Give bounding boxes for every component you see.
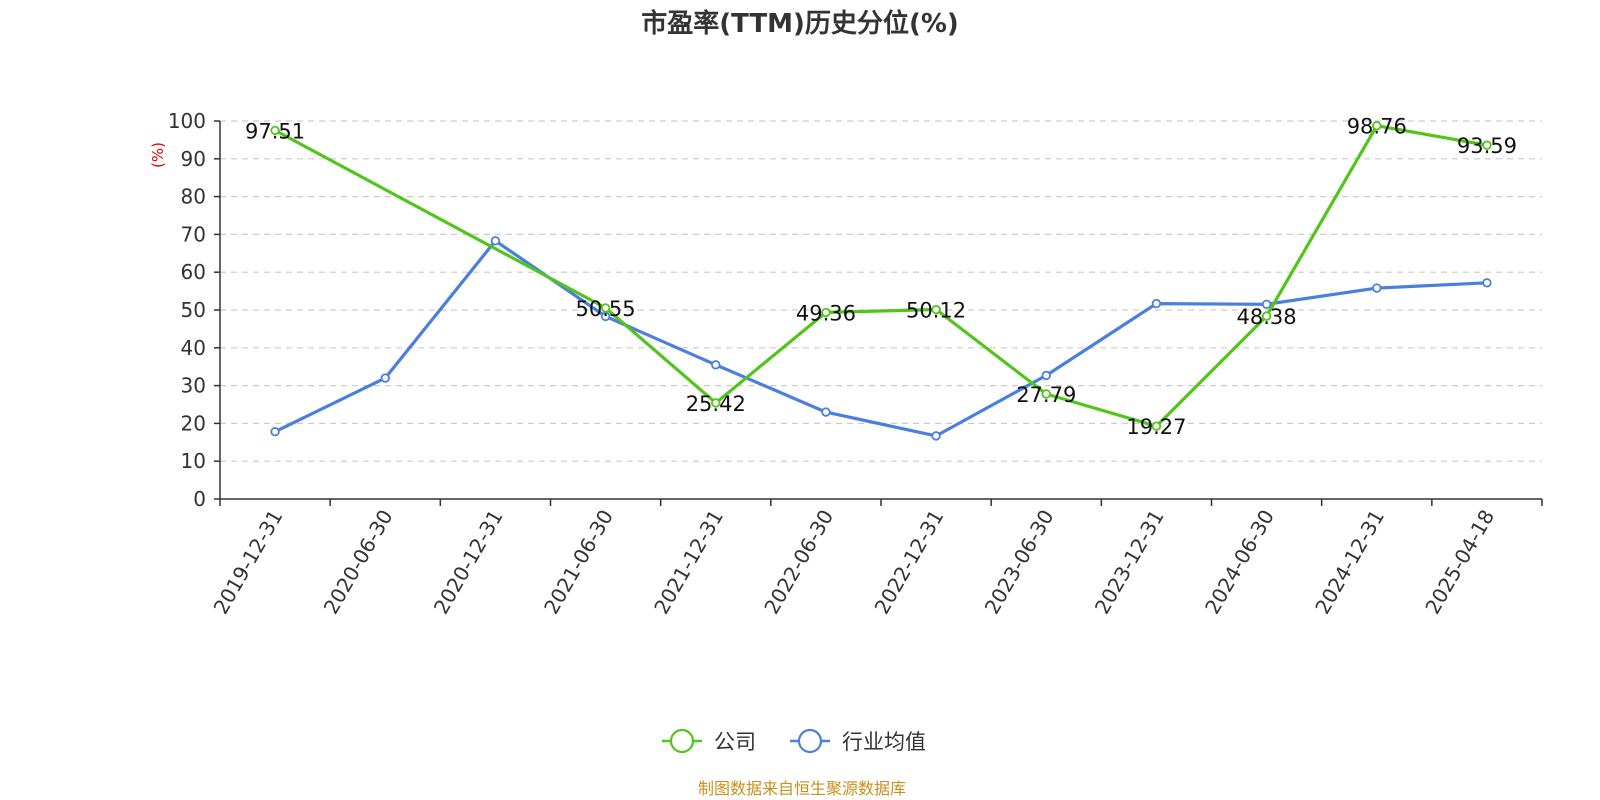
legend-label: 公司 bbox=[714, 730, 756, 754]
data-point bbox=[1261, 311, 1272, 321]
y-tick-label: 90 bbox=[181, 147, 206, 171]
data-point bbox=[931, 431, 941, 441]
x-tick-label: 2020-12-31 bbox=[429, 505, 508, 618]
data-label: 48.38 bbox=[1237, 305, 1297, 329]
x-tick-label: 2022-06-30 bbox=[759, 506, 838, 619]
data-point bbox=[600, 303, 611, 313]
data-label: 27.79 bbox=[1016, 383, 1076, 407]
data-label: 98.76 bbox=[1347, 115, 1407, 139]
grid-lines bbox=[220, 120, 1542, 462]
data-point bbox=[711, 398, 721, 408]
data-label: 50.12 bbox=[906, 299, 966, 323]
y-tick-label: 80 bbox=[181, 185, 206, 209]
x-tick-label: 2019-12-31 bbox=[209, 506, 288, 619]
x-tick-label: 2025-04-18 bbox=[1420, 506, 1499, 619]
data-point bbox=[1261, 299, 1272, 310]
data-label: 50.55 bbox=[576, 297, 636, 321]
data-point bbox=[821, 407, 831, 417]
data-point bbox=[1151, 421, 1162, 431]
x-tick-label: 2021-12-31 bbox=[649, 506, 728, 619]
data-point bbox=[380, 373, 390, 383]
data-point bbox=[1151, 298, 1162, 309]
chart-title: 市盈率(TTM)历史分位(%) bbox=[641, 8, 959, 39]
x-tick-label: 2023-06-30 bbox=[980, 506, 1059, 619]
data-point bbox=[931, 304, 941, 315]
x-tick-label: 2024-12-31 bbox=[1310, 506, 1389, 619]
data-label: 97.51 bbox=[245, 119, 305, 143]
data-label: 49.36 bbox=[796, 301, 856, 325]
y-tick-label: 20 bbox=[181, 411, 206, 435]
y-tick-label: 0 bbox=[193, 487, 206, 511]
x-tick-label: 2024-06-30 bbox=[1200, 506, 1279, 619]
source-note: 制图数据来自恒生聚源数据库 bbox=[698, 779, 906, 798]
y-axis-label: (%) bbox=[149, 142, 167, 168]
legend: 公司 行业均值 bbox=[662, 728, 926, 754]
y-tick-label: 100 bbox=[168, 109, 206, 133]
y-tick-labels: 0 10 20 30 40 50 60 70 80 90 100 bbox=[168, 109, 206, 511]
x-tick-labels: 2019-12-31 2020-06-30 2020-12-31 2021-06-30… bbox=[209, 505, 1500, 618]
x-tick-label: 2022-12-31 bbox=[870, 505, 949, 618]
series-line-1 bbox=[274, 239, 1487, 438]
x-tick-label: 2021-06-30 bbox=[539, 506, 618, 619]
y-tick-label: 40 bbox=[181, 336, 206, 360]
data-point bbox=[270, 427, 280, 437]
data-point bbox=[1482, 140, 1492, 150]
legend-marker bbox=[797, 728, 823, 754]
data-point bbox=[1041, 389, 1051, 399]
data-label: 25.42 bbox=[686, 392, 746, 416]
data-point bbox=[1482, 278, 1492, 288]
y-tick-label: 30 bbox=[181, 374, 206, 398]
data-point bbox=[711, 360, 721, 370]
data-point bbox=[490, 236, 501, 246]
data-labels: 97.51 50.55 25.42 49.36 50.12 27.79 19.27 48.38… bbox=[245, 115, 1517, 439]
y-tick-label: 60 bbox=[181, 260, 206, 284]
y-tick-label: 10 bbox=[181, 449, 206, 473]
data-point bbox=[270, 125, 280, 136]
axes bbox=[214, 120, 1543, 506]
series-layer bbox=[270, 120, 1492, 441]
data-point bbox=[600, 311, 611, 322]
legend-marker bbox=[669, 728, 695, 754]
data-point bbox=[1372, 120, 1382, 131]
data-point bbox=[1041, 370, 1051, 381]
legend-label: 行业均值 bbox=[842, 730, 926, 754]
data-label: 19.27 bbox=[1126, 415, 1186, 439]
data-point bbox=[1372, 283, 1382, 293]
series-line-0 bbox=[274, 124, 1488, 428]
y-tick-label: 70 bbox=[181, 222, 206, 246]
x-tick-label: 2020-06-30 bbox=[319, 506, 398, 619]
y-tick-label: 50 bbox=[181, 298, 206, 322]
data-label: 93.59 bbox=[1457, 134, 1517, 158]
data-point bbox=[821, 307, 831, 318]
x-tick-label: 2023-12-31 bbox=[1090, 506, 1169, 619]
